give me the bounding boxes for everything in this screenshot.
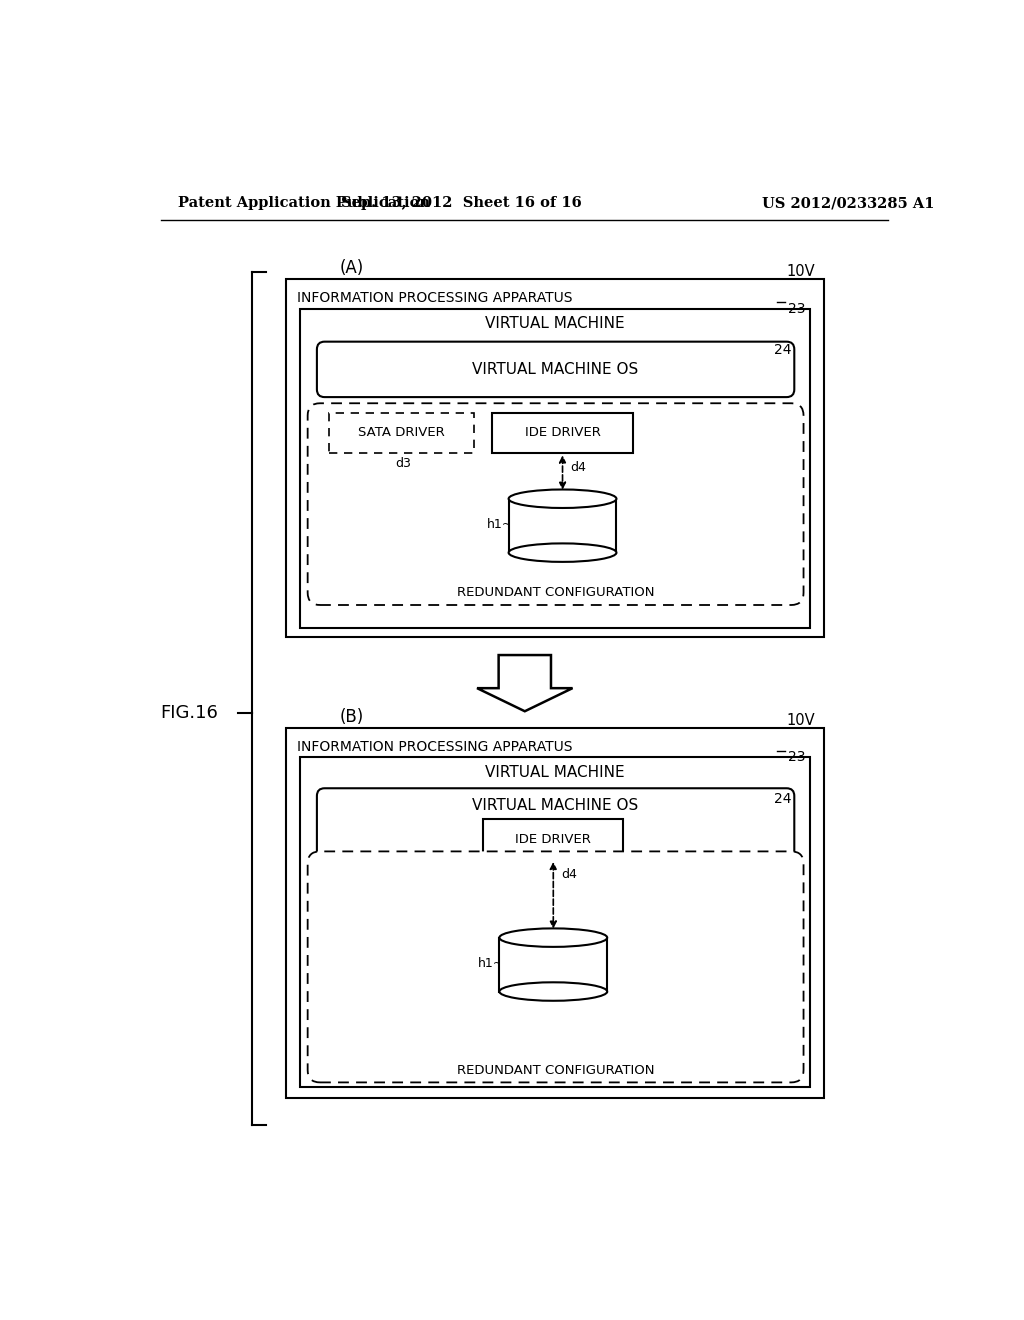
Text: 24: 24: [774, 343, 792, 358]
Text: d3: d3: [395, 457, 412, 470]
Ellipse shape: [500, 928, 607, 946]
Text: VIRTUAL MACHINE: VIRTUAL MACHINE: [485, 317, 625, 331]
Bar: [493, 413, 633, 453]
Text: (B): (B): [340, 709, 365, 726]
Text: SATA DRIVER: SATA DRIVER: [358, 426, 445, 440]
Bar: [509, 499, 616, 553]
Bar: [286, 280, 823, 638]
Text: INFORMATION PROCESSING APPARATUS: INFORMATION PROCESSING APPARATUS: [297, 739, 572, 754]
Text: 10V: 10V: [786, 264, 815, 279]
Ellipse shape: [509, 490, 616, 508]
Bar: [300, 758, 810, 1088]
Text: (A): (A): [340, 259, 365, 277]
Bar: [483, 818, 624, 859]
Text: d4: d4: [570, 462, 586, 474]
Text: VIRTUAL MACHINE: VIRTUAL MACHINE: [485, 766, 625, 780]
Bar: [300, 309, 810, 628]
Ellipse shape: [500, 982, 607, 1001]
Text: REDUNDANT CONFIGURATION: REDUNDANT CONFIGURATION: [457, 586, 654, 599]
Text: d4: d4: [561, 869, 577, 880]
Text: VIRTUAL
HDD: VIRTUAL HDD: [537, 511, 589, 540]
Bar: [500, 937, 607, 991]
Text: REDUNDANT CONFIGURATION: REDUNDANT CONFIGURATION: [457, 1064, 654, 1077]
Text: IDE DRIVER: IDE DRIVER: [515, 833, 591, 846]
Ellipse shape: [509, 544, 616, 562]
Text: Patent Application Publication: Patent Application Publication: [178, 197, 430, 210]
Text: 24: 24: [774, 792, 792, 807]
Text: h1~: h1~: [478, 957, 504, 970]
Text: VIRTUAL MACHINE OS: VIRTUAL MACHINE OS: [472, 797, 639, 813]
Text: h1~: h1~: [487, 517, 513, 531]
Text: Sep. 13, 2012  Sheet 16 of 16: Sep. 13, 2012 Sheet 16 of 16: [341, 197, 582, 210]
Bar: [286, 729, 823, 1098]
Bar: [330, 413, 474, 453]
Text: 23: 23: [788, 301, 806, 315]
Text: VIRTUAL MACHINE OS: VIRTUAL MACHINE OS: [472, 362, 639, 378]
FancyBboxPatch shape: [307, 404, 804, 605]
Text: VIRTUAL
HDD: VIRTUAL HDD: [527, 950, 580, 979]
Text: 23: 23: [788, 751, 806, 764]
Text: US 2012/0233285 A1: US 2012/0233285 A1: [762, 197, 935, 210]
Polygon shape: [477, 655, 572, 711]
Text: INFORMATION PROCESSING APPARATUS: INFORMATION PROCESSING APPARATUS: [297, 290, 572, 305]
FancyBboxPatch shape: [316, 342, 795, 397]
Text: FIG.16: FIG.16: [160, 704, 218, 722]
FancyBboxPatch shape: [307, 851, 804, 1082]
FancyBboxPatch shape: [316, 788, 795, 880]
Text: IDE DRIVER: IDE DRIVER: [524, 426, 600, 440]
Text: 10V: 10V: [786, 713, 815, 729]
